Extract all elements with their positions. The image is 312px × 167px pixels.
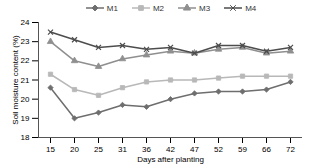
svg-text:52: 52	[214, 145, 223, 154]
svg-text:20: 20	[21, 95, 30, 104]
svg-text:15: 15	[46, 145, 55, 154]
svg-text:19: 19	[21, 114, 30, 123]
svg-text:21: 21	[21, 76, 30, 85]
svg-text:Days after planting: Days after planting	[137, 155, 204, 164]
svg-text:59: 59	[238, 145, 247, 154]
svg-text:23: 23	[21, 37, 30, 46]
svg-text:18: 18	[21, 133, 30, 142]
svg-text:Soil moisture content (%): Soil moisture content (%)	[11, 35, 20, 125]
svg-text:22: 22	[21, 56, 30, 65]
svg-text:31: 31	[118, 145, 127, 154]
svg-text:66: 66	[262, 145, 271, 154]
svg-text:47: 47	[190, 145, 199, 154]
svg-text:25: 25	[94, 145, 103, 154]
svg-text:72: 72	[286, 145, 295, 154]
svg-text:42: 42	[166, 145, 175, 154]
html-text:M3: M3	[199, 3, 211, 13]
svg-text:20: 20	[70, 145, 79, 154]
svg-text:24: 24	[21, 18, 30, 27]
html-text:M4: M4	[245, 3, 257, 13]
svg-text:36: 36	[142, 145, 151, 154]
html-text:M2: M2	[152, 3, 164, 13]
html-text:M1: M1	[106, 3, 118, 13]
